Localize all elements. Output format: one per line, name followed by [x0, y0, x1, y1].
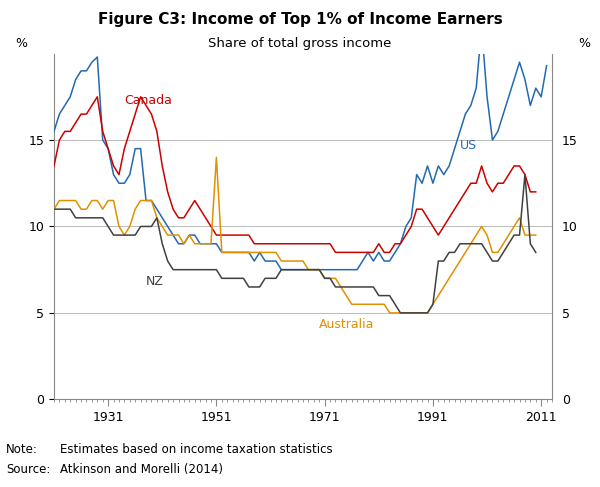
Text: Australia: Australia: [319, 318, 374, 332]
Text: US: US: [460, 139, 477, 151]
Text: Canada: Canada: [124, 94, 172, 107]
Text: %: %: [16, 37, 28, 50]
Text: Share of total gross income: Share of total gross income: [208, 37, 392, 50]
Text: Atkinson and Morelli (2014): Atkinson and Morelli (2014): [60, 463, 223, 476]
Text: Note:: Note:: [6, 443, 38, 456]
Text: Source:: Source:: [6, 463, 50, 476]
Text: Estimates based on income taxation statistics: Estimates based on income taxation stati…: [60, 443, 332, 456]
Text: %: %: [578, 37, 590, 50]
Text: Figure C3: Income of Top 1% of Income Earners: Figure C3: Income of Top 1% of Income Ea…: [98, 12, 502, 27]
Text: NZ: NZ: [146, 275, 164, 288]
